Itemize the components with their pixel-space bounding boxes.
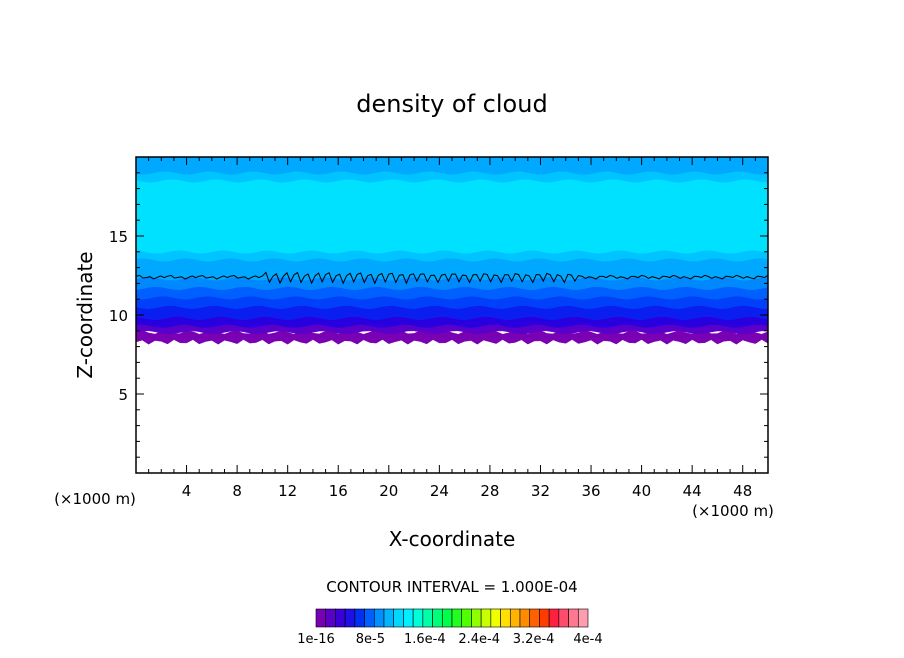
colorbar-swatch [539,608,550,628]
colorbar-swatch [383,608,395,628]
y-tick-label: 5 [118,386,128,404]
colorbar-swatch [344,608,356,628]
colorbar-swatch [490,608,501,628]
x-tick-label: 24 [430,482,449,500]
colorbar-swatch [461,608,472,628]
y-unit-label: (×1000 m) [54,490,136,508]
colorbar-swatch [403,608,414,628]
colorbar-swatch [451,608,463,628]
colorbar-swatch [548,608,560,628]
colorbar-swatch [432,608,443,628]
x-tick-label: 16 [329,482,348,500]
y-tick-label: 15 [109,228,128,246]
colorbar-label: 2.4e-4 [458,632,500,647]
x-tick-label: 28 [480,482,499,500]
y-axis: 5 10 15 [109,172,768,458]
colorbar-label: 1e-16 [297,632,335,647]
colorbar-swatch [393,608,404,628]
x-tick-label: 4 [182,482,192,500]
colorbar-swatch [412,608,424,628]
colorbar-label: 8e-5 [356,632,385,647]
colorbar-swatch [325,608,336,628]
cloud-layer-6 [135,276,769,290]
x-tick-label: 48 [733,482,752,500]
x-axis-label: X-coordinate [389,527,516,551]
colorbar-swatch [354,608,365,628]
x-tick-label: 8 [232,482,242,500]
colorbar-swatch [315,608,327,628]
y-tick-label: 10 [109,307,128,325]
cloud-layer-7 [135,257,769,281]
x-tick-label: 20 [379,482,398,500]
colorbar-swatch [364,608,375,628]
colorbar-swatch [373,608,385,628]
chart-title: density of cloud [356,90,547,118]
colorbar-swatch [577,608,589,628]
colorbar-swatch [519,608,531,628]
colorbar-label: 4e-4 [573,632,602,647]
x-axis: 4 8 12 16 20 24 28 32 36 40 44 48 [148,157,756,500]
colorbar-swatch [471,608,482,628]
colorbar-swatch [480,608,492,628]
colorbar-labels: 1e-16 8e-5 1.6e-4 2.4e-4 3.2e-4 4e-4 [297,632,602,647]
x-tick-label: 32 [531,482,550,500]
x-unit-label: (×1000 m) [692,502,774,520]
x-tick-label: 12 [278,482,297,500]
x-tick-label: 36 [581,482,600,500]
cloud-layer-0 [135,330,769,345]
x-tick-label: 40 [632,482,651,500]
colorbar-swatch [529,608,540,628]
colorbar-label: 1.6e-4 [404,632,446,647]
colorbar [315,608,589,628]
colorbar-label: 3.2e-4 [513,632,555,647]
colorbar-swatch [509,608,521,628]
colorbar-swatch [422,608,433,628]
contour-interval-label: CONTOUR INTERVAL = 1.000E-04 [326,578,577,596]
contour-line [135,271,769,285]
x-tick-label: 44 [683,482,702,500]
y-axis-label: Z-coordinate [73,251,97,378]
colorbar-swatch [568,608,579,628]
colorbar-swatch [441,608,453,628]
colorbar-swatch [500,608,511,628]
colorbar-swatch [558,608,569,628]
plot-area [135,156,769,345]
cloud-layer-9 [135,178,769,254]
colorbar-swatch [335,608,346,628]
